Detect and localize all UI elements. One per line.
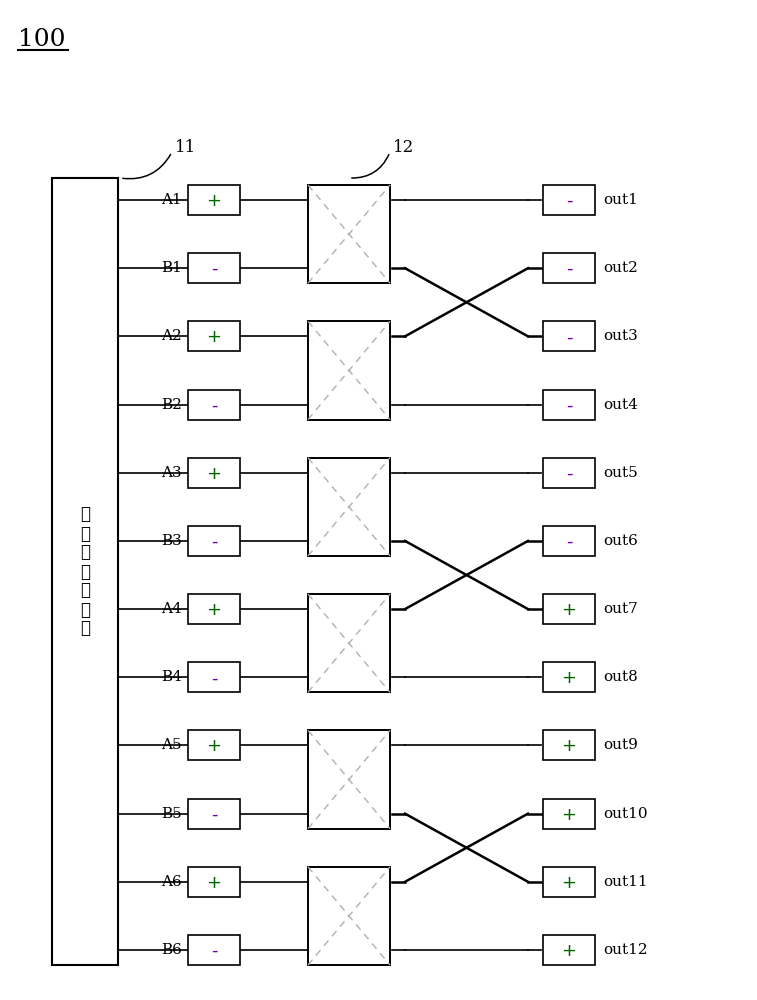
Bar: [308, 730, 390, 829]
Text: +: +: [207, 465, 222, 483]
Bar: [188, 185, 240, 215]
Bar: [543, 799, 595, 829]
Text: -: -: [565, 397, 572, 415]
Bar: [543, 185, 595, 215]
Text: out1: out1: [603, 193, 638, 207]
Text: 号: 号: [80, 562, 90, 580]
Bar: [308, 458, 390, 556]
Bar: [308, 321, 390, 420]
Text: out5: out5: [603, 466, 637, 480]
Text: 生: 生: [80, 600, 90, 618]
Bar: [188, 662, 240, 692]
Text: A1: A1: [161, 193, 182, 207]
Text: -: -: [565, 465, 572, 483]
Text: out6: out6: [603, 534, 638, 548]
Text: out8: out8: [603, 670, 637, 684]
Text: B2: B2: [161, 398, 182, 412]
Bar: [543, 594, 595, 624]
Text: A5: A5: [161, 738, 182, 752]
Text: B4: B4: [161, 670, 182, 684]
Text: out7: out7: [603, 602, 637, 616]
Text: 信: 信: [80, 544, 90, 562]
Bar: [543, 458, 595, 488]
Text: 12: 12: [393, 139, 414, 156]
Bar: [308, 594, 390, 692]
Bar: [543, 935, 595, 965]
Bar: [543, 526, 595, 556]
Bar: [543, 390, 595, 420]
Bar: [188, 799, 240, 829]
Bar: [188, 935, 240, 965]
Text: +: +: [562, 874, 577, 892]
Text: -: -: [565, 533, 572, 551]
Text: +: +: [207, 737, 222, 755]
Text: A6: A6: [161, 875, 182, 889]
Text: 驱: 驱: [80, 506, 90, 524]
Text: 产: 产: [80, 582, 90, 599]
Text: +: +: [562, 942, 577, 960]
Bar: [188, 253, 240, 283]
Text: +: +: [562, 601, 577, 619]
Text: out12: out12: [603, 943, 648, 957]
Text: out4: out4: [603, 398, 638, 412]
Bar: [543, 321, 595, 351]
Text: -: -: [210, 806, 217, 824]
Text: A2: A2: [161, 329, 182, 343]
Text: +: +: [562, 669, 577, 687]
Text: +: +: [207, 328, 222, 346]
Bar: [188, 594, 240, 624]
Text: out10: out10: [603, 807, 648, 821]
Text: -: -: [210, 533, 217, 551]
Bar: [543, 662, 595, 692]
Text: A4: A4: [161, 602, 182, 616]
Text: -: -: [565, 328, 572, 346]
Text: 动: 动: [80, 524, 90, 542]
Bar: [188, 730, 240, 760]
Text: -: -: [565, 260, 572, 278]
Text: -: -: [565, 192, 572, 210]
Bar: [543, 253, 595, 283]
Bar: [188, 321, 240, 351]
Bar: [308, 867, 390, 965]
Text: -: -: [210, 942, 217, 960]
Text: +: +: [562, 737, 577, 755]
Bar: [543, 867, 595, 897]
Text: -: -: [210, 669, 217, 687]
Text: B5: B5: [161, 807, 182, 821]
Bar: [188, 390, 240, 420]
Text: A3: A3: [161, 466, 182, 480]
Text: +: +: [207, 192, 222, 210]
Text: 100: 100: [18, 28, 66, 51]
Bar: [188, 458, 240, 488]
Bar: [188, 526, 240, 556]
Bar: [52, 178, 118, 965]
Bar: [543, 730, 595, 760]
Text: +: +: [207, 601, 222, 619]
Text: B6: B6: [161, 943, 182, 957]
Text: out11: out11: [603, 875, 648, 889]
Text: 器: 器: [80, 619, 90, 638]
Text: +: +: [207, 874, 222, 892]
Text: -: -: [210, 397, 217, 415]
Text: 11: 11: [175, 139, 196, 156]
Text: out9: out9: [603, 738, 638, 752]
Text: B3: B3: [161, 534, 182, 548]
Text: out3: out3: [603, 329, 637, 343]
Bar: [188, 867, 240, 897]
Text: out2: out2: [603, 261, 638, 275]
Bar: [308, 185, 390, 283]
Text: +: +: [562, 806, 577, 824]
Text: B1: B1: [161, 261, 182, 275]
Text: -: -: [210, 260, 217, 278]
